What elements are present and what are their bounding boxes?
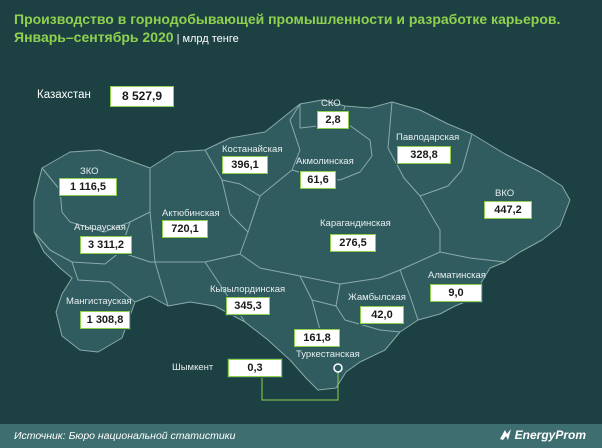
region-label-kostanay: Костанайская [222,144,283,155]
footer-bar: Источник: Бюро национальной статистики E… [0,424,602,448]
border-zhambyl [335,269,419,333]
region-value-aktobe: 720,1 [162,220,208,238]
region-label-pavlodar: Павлодарская [396,132,460,143]
region-label-vko: ВКО [495,188,515,199]
region-value-kyzylorda: 345,3 [226,297,270,315]
region-value-sko: 2,8 [317,111,349,129]
region-value-zhambyl: 42,0 [360,306,404,324]
region-value-mangystau: 1 308,8 [80,311,130,329]
region-label-almaty: Алматинская [428,270,486,281]
country-label: Казахстан [37,89,91,101]
region-value-turkestan: 161,8 [294,329,340,347]
region-value-karaganda: 276,5 [330,234,376,252]
region-label-turkestan: Туркестанская [296,349,360,360]
region-label-zhambyl: Жамбылская [348,292,406,303]
region-value-pavlodar: 328,8 [397,146,451,164]
region-label-kyzylorda: Кызылординская [210,284,286,295]
source-note: Источник: Бюро национальной статистики [14,430,236,442]
energyprom-logo-icon [499,429,511,440]
region-value-atyrau: 3 311,2 [80,236,132,254]
brand-name: EnergyProm [514,428,586,442]
page-title: Производство в горнодобывающей промышлен… [14,10,594,48]
country-total-value: 8 527,9 [110,86,174,107]
border-turkestan [311,299,337,307]
region-label-akmola: Акмолинская [296,156,354,167]
country-outline [33,99,571,391]
region-label-karaganda: Карагандинская [320,218,391,229]
city-value-shymkent: 0,3 [228,359,282,377]
shymkent-connector [261,366,339,401]
unit-label: млрд тенге [182,33,239,45]
title-line-2: Январь–сентябрь 2020 [14,29,174,45]
region-value-akmola: 61,6 [300,171,336,189]
region-label-atyrau: Атырауская [74,222,126,233]
border-mangystau [71,261,136,303]
region-label-mangystau: Мангистауская [66,296,132,307]
city-label-shymkent: Шымкент [172,362,214,373]
title-line-1: Производство в горнодобывающей промышлен… [14,11,561,27]
region-value-vko: 447,2 [484,201,532,219]
region-value-kostanay: 396,1 [222,156,268,174]
region-value-almaty: 9,0 [430,284,482,302]
region-label-zko: ЗКО [80,166,99,177]
region-value-zko: 1 116,5 [59,178,117,196]
region-label-sko: СКО [321,98,341,109]
shymkent-marker [333,363,343,373]
region-label-aktobe: Актюбинская [162,208,220,219]
brand-logo: EnergyProm [499,428,586,442]
